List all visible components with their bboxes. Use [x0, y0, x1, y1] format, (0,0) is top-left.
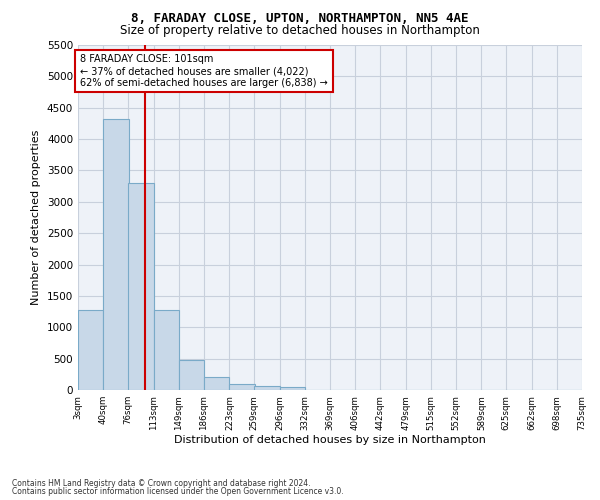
Bar	[179, 360, 204, 390]
Bar	[204, 377, 229, 390]
Text: 8 FARADAY CLOSE: 101sqm
← 37% of detached houses are smaller (4,022)
62% of semi: 8 FARADAY CLOSE: 101sqm ← 37% of detache…	[80, 54, 328, 88]
Bar	[103, 119, 129, 390]
Text: Size of property relative to detached houses in Northampton: Size of property relative to detached ho…	[120, 24, 480, 37]
Y-axis label: Number of detached properties: Number of detached properties	[31, 130, 41, 305]
Bar	[254, 386, 280, 390]
X-axis label: Distribution of detached houses by size in Northampton: Distribution of detached houses by size …	[174, 436, 486, 446]
Bar	[154, 310, 179, 390]
Bar	[229, 384, 255, 390]
Text: 8, FARADAY CLOSE, UPTON, NORTHAMPTON, NN5 4AE: 8, FARADAY CLOSE, UPTON, NORTHAMPTON, NN…	[131, 12, 469, 26]
Text: Contains HM Land Registry data © Crown copyright and database right 2024.: Contains HM Land Registry data © Crown c…	[12, 478, 311, 488]
Bar	[280, 386, 305, 390]
Text: Contains public sector information licensed under the Open Government Licence v3: Contains public sector information licen…	[12, 487, 344, 496]
Bar	[78, 310, 103, 390]
Bar	[128, 183, 154, 390]
